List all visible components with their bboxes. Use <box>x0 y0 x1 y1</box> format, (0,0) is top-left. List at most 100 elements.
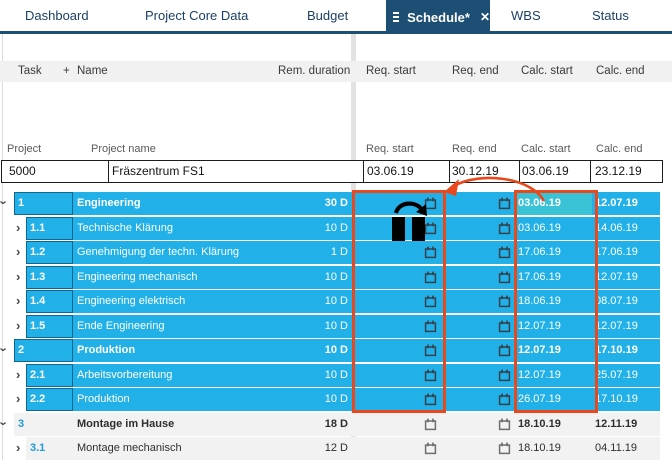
calc-end-cell[interactable]: 17.10.19 <box>595 344 638 356</box>
calendar-icon[interactable] <box>424 222 437 235</box>
calendar-icon[interactable] <box>498 442 511 455</box>
expand-chevron-icon[interactable]: › <box>16 440 21 455</box>
collapse-chevron-icon[interactable]: › <box>0 347 12 351</box>
project-req-end-cell[interactable]: 30.12.19 <box>452 164 499 178</box>
expand-chevron-icon[interactable]: › <box>16 244 21 259</box>
project-calc-start-cell[interactable]: 03.06.19 <box>522 164 569 178</box>
calc-end-cell[interactable]: 17.10.19 <box>595 393 638 405</box>
close-tab-icon[interactable]: ✕ <box>479 10 490 24</box>
project-req-start-cell[interactable]: 03.06.19 <box>367 164 414 178</box>
rem-duration-cell[interactable]: 10 D <box>324 319 348 332</box>
expand-chevron-icon[interactable]: › <box>16 391 21 406</box>
calendar-icon[interactable] <box>498 295 511 308</box>
calendar-icon[interactable] <box>498 271 511 284</box>
task-row-2[interactable]: › 2 Produktion 10 D 12.07.19 17.10.19 <box>0 339 672 362</box>
calc-start-cell[interactable]: 12.07.19 <box>518 368 561 381</box>
calc-end-cell[interactable]: 12.11.19 <box>595 417 638 430</box>
calc-end-cell[interactable]: 17.06.19 <box>595 246 638 258</box>
calc-start-cell[interactable]: 17.06.19 <box>518 270 561 283</box>
expand-chevron-icon[interactable]: › <box>16 317 21 333</box>
calendar-icon[interactable] <box>498 197 511 210</box>
project-calc-end-cell[interactable]: 23.12.19 <box>595 164 642 178</box>
calc-start-cell[interactable]: 03.06.19 <box>518 221 561 234</box>
calendar-icon[interactable] <box>424 418 437 431</box>
calc-end-cell[interactable]: 25.07.19 <box>595 368 638 381</box>
task-row-1.1[interactable]: › 1.1 Technische Klärung 10 D 03.06.19 14.06.… <box>0 216 672 240</box>
task-row-1[interactable]: › 1 Engineering 30 D 03.06.19 12.07.19 <box>0 192 672 215</box>
rem-duration-cell[interactable]: 10 D <box>324 221 348 234</box>
calendar-icon[interactable] <box>498 393 511 406</box>
calc-end-cell[interactable]: 14.06.19 <box>595 221 638 234</box>
calendar-icon[interactable] <box>424 369 437 382</box>
project-row[interactable]: 5000 Fräszentrum FS1 03.06.19 30.12.19 0… <box>1 160 663 183</box>
rem-duration-cell[interactable]: 1 D <box>330 246 348 258</box>
calendar-icon[interactable] <box>424 442 437 455</box>
expand-chevron-icon[interactable]: › <box>16 293 21 308</box>
add-column-icon[interactable]: + <box>63 65 70 77</box>
rem-duration-cell[interactable]: 10 D <box>324 393 348 405</box>
column-header-calc-end[interactable]: Calc. end <box>596 65 645 77</box>
calc-end-cell[interactable]: 08.07.19 <box>595 295 638 307</box>
task-row-2.2[interactable]: › 2.2 Produktion 10 D 26.07.19 17.10.19 <box>0 388 672 411</box>
task-row-2.1[interactable]: › 2.1 Arbeitsvorbereitung 10 D 12.07.19 25.07… <box>0 363 672 387</box>
rem-duration-cell[interactable]: 18 D <box>324 417 348 430</box>
task-id-cell[interactable] <box>26 363 73 387</box>
calendar-icon[interactable] <box>424 271 437 284</box>
calendar-icon[interactable] <box>424 197 437 210</box>
calc-end-cell[interactable]: 12.07.19 <box>595 270 638 283</box>
tab-budget[interactable]: Budget <box>307 8 349 23</box>
rem-duration-cell[interactable]: 10 D <box>324 270 348 283</box>
column-header-name[interactable]: Name <box>77 65 108 77</box>
project-id-cell[interactable]: 5000 <box>9 164 36 178</box>
task-name-cell[interactable]: Ende Engineering <box>77 319 165 332</box>
task-name-cell[interactable]: Engineering mechanisch <box>77 270 198 283</box>
task-id-cell[interactable] <box>26 290 73 313</box>
task-row-1.2[interactable]: › 1.2 Genehmigung der techn. Klärung 1 D 17.… <box>0 241 672 264</box>
collapse-chevron-icon[interactable]: › <box>0 421 12 425</box>
task-name-cell[interactable]: Engineering <box>77 197 141 209</box>
calendar-icon[interactable] <box>498 320 511 333</box>
task-row-1.3[interactable]: › 1.3 Engineering mechanisch 10 D 17.06.19 12… <box>0 265 672 289</box>
column-header-calc-start[interactable]: Calc. start <box>521 65 573 77</box>
tab-wbs[interactable]: WBS <box>511 8 541 23</box>
task-name-cell[interactable]: Genehmigung der techn. Klärung <box>77 246 240 258</box>
task-row-3.1[interactable]: › 3.1 Montage mechanisch 12 D 18.10.19 04.11.… <box>0 437 672 460</box>
expand-chevron-icon[interactable]: › <box>16 268 21 284</box>
calc-start-cell[interactable]: 18.10.19 <box>518 442 561 454</box>
task-name-cell[interactable]: Produktion <box>77 393 130 405</box>
task-row-1.4[interactable]: › 1.4 Engineering elektrisch 10 D 18.06.19 08… <box>0 290 672 313</box>
column-header-task[interactable]: Task <box>18 65 42 77</box>
task-row-3[interactable]: › 3 Montage im Hause 18 D 18.10.19 12.11.19 <box>0 412 672 436</box>
task-id-cell[interactable] <box>26 314 73 338</box>
calc-start-cell[interactable]: 03.06.19 <box>518 197 561 209</box>
column-header-rem-duration[interactable]: Rem. duration <box>278 65 351 77</box>
calendar-icon[interactable] <box>498 246 511 259</box>
project-name-cell[interactable]: Fräszentrum FS1 <box>112 164 205 178</box>
calendar-icon[interactable] <box>498 418 511 431</box>
task-id-cell[interactable] <box>26 241 73 264</box>
calc-end-cell[interactable]: 04.11.19 <box>595 442 638 454</box>
task-name-cell[interactable]: Engineering elektrisch <box>77 295 186 307</box>
calendar-icon[interactable] <box>424 393 437 406</box>
task-id-cell[interactable] <box>26 265 73 289</box>
task-name-cell[interactable]: Technische Klärung <box>77 221 174 234</box>
tab-status[interactable]: Status <box>592 8 629 23</box>
task-id-cell[interactable] <box>26 388 73 411</box>
rem-duration-cell[interactable]: 10 D <box>324 295 348 307</box>
task-id-cell[interactable] <box>14 339 73 362</box>
column-header-req-end[interactable]: Req. end <box>452 65 499 77</box>
tab-dashboard[interactable]: Dashboard <box>25 8 89 23</box>
calc-start-cell[interactable]: 26.07.19 <box>518 393 561 405</box>
calendar-icon[interactable] <box>498 222 511 235</box>
tab-schedule[interactable]: Schedule* ✕ <box>386 0 490 34</box>
rem-duration-cell[interactable]: 30 D <box>324 197 348 209</box>
calc-start-cell[interactable]: 12.07.19 <box>518 319 561 332</box>
column-header-req-start[interactable]: Req. start <box>366 65 416 77</box>
calc-start-cell[interactable]: 17.06.19 <box>518 246 561 258</box>
calc-end-cell[interactable]: 12.07.19 <box>595 197 638 209</box>
calc-start-cell[interactable]: 18.06.19 <box>518 295 561 307</box>
calendar-icon[interactable] <box>498 344 511 357</box>
rem-duration-cell[interactable]: 10 D <box>324 344 348 356</box>
task-name-cell[interactable]: Montage im Hause <box>77 417 175 430</box>
calc-start-cell[interactable]: 18.10.19 <box>518 417 561 430</box>
